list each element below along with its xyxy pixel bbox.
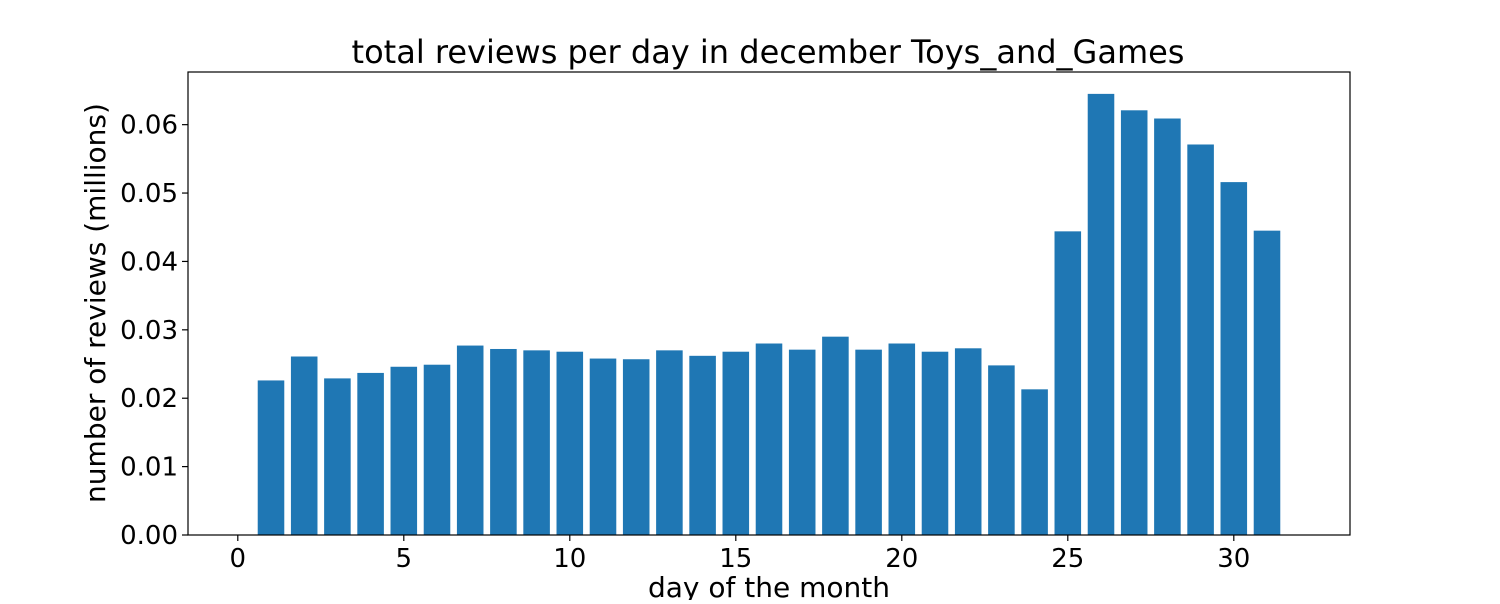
bar-day-16 [755, 343, 783, 535]
y-axis-label: number of reviews (millions) [79, 103, 112, 503]
bar-day-22 [954, 348, 982, 535]
bar-day-9 [523, 350, 550, 535]
y-tick-label: 0.00 [120, 521, 178, 551]
y-tick-label: 0.02 [120, 384, 178, 414]
bar-day-5 [390, 366, 418, 535]
plot-frame [187, 71, 1351, 536]
x-tick-label: 25 [1051, 544, 1084, 574]
bar-day-3 [324, 378, 351, 535]
bar-day-4 [357, 372, 384, 535]
bar-day-25 [1054, 231, 1082, 535]
x-tick-label: 5 [396, 544, 413, 574]
x-tick-label: 20 [885, 544, 918, 574]
bar-day-11 [589, 358, 617, 535]
x-tick-label: 15 [719, 544, 752, 574]
bar-day-19 [855, 349, 882, 535]
bar-day-29 [1187, 144, 1214, 536]
x-tick-label: 0 [230, 544, 247, 574]
bar-day-10 [556, 351, 584, 535]
bar-day-27 [1120, 110, 1148, 536]
x-axis-label: day of the month [648, 571, 890, 600]
bar-day-6 [423, 364, 451, 535]
bar-day-18 [822, 336, 849, 535]
y-tick-label: 0.05 [120, 179, 178, 209]
bar-day-2 [290, 356, 318, 535]
bar-day-20 [888, 343, 916, 535]
bar-day-31 [1253, 230, 1281, 535]
x-tick-label: 30 [1217, 544, 1250, 574]
bar-day-17 [788, 349, 816, 535]
bar-day-21 [921, 351, 949, 535]
y-axis-ticks: 0.00 0.01 0.02 0.03 0.04 0.05 0.06 [120, 111, 188, 551]
bar-day-15 [722, 351, 750, 535]
bar-day-14 [689, 355, 716, 535]
y-tick-label: 0.01 [120, 453, 178, 483]
y-tick-label: 0.04 [120, 247, 178, 277]
bar-day-8 [490, 348, 517, 535]
bar-day-1 [257, 380, 285, 535]
bar-day-7 [456, 345, 484, 535]
x-tick-label: 10 [553, 544, 586, 574]
x-axis-ticks: 0 5 10 15 20 25 30 [230, 535, 1250, 574]
y-tick-label: 0.03 [120, 316, 178, 346]
bars-group [257, 93, 1281, 536]
bar-day-12 [622, 359, 650, 535]
bar-day-30 [1220, 182, 1248, 536]
bar-day-26 [1087, 93, 1115, 535]
bar-day-13 [656, 350, 683, 535]
chart-title: total reviews per day in december Toys_a… [352, 33, 1185, 71]
bar-day-28 [1154, 118, 1181, 535]
bar-day-24 [1021, 389, 1048, 535]
y-tick-label: 0.06 [120, 111, 178, 141]
bar-day-23 [988, 365, 1015, 535]
